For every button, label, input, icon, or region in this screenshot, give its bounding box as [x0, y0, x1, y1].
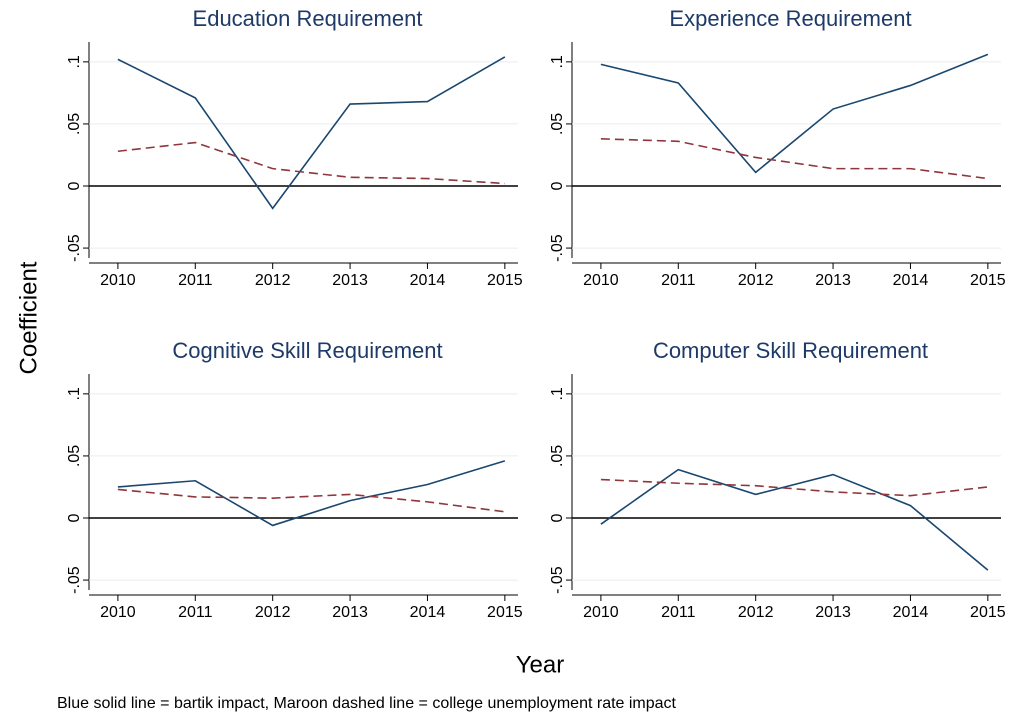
x-tick-label: 2014 — [410, 604, 446, 621]
panel-title: Cognitive Skill Requirement — [172, 338, 442, 363]
x-tick-label: 2011 — [178, 272, 213, 289]
x-tick-label: 2014 — [893, 272, 929, 289]
y-tick-label: .1 — [549, 387, 566, 400]
y-tick-label: -.05 — [66, 234, 83, 262]
series-line — [600, 53, 989, 174]
y-tick-label: .1 — [66, 387, 83, 400]
y-tick-label: .05 — [66, 113, 83, 135]
y-tick-label: 0 — [66, 513, 83, 522]
y-tick-label: .1 — [66, 55, 83, 68]
series-line — [117, 460, 506, 527]
x-tick-label: 2013 — [332, 272, 368, 289]
x-tick-label: 2015 — [970, 604, 1006, 621]
y-tick-label: -.05 — [549, 234, 566, 262]
x-tick-label: 2015 — [487, 272, 523, 289]
y-axis-label: Coefficient — [15, 261, 42, 374]
y-tick-label: .05 — [549, 113, 566, 135]
x-tick-label: 2010 — [100, 604, 136, 621]
x-tick-label: 2013 — [815, 272, 851, 289]
note: Blue solid line = bartik impact, Maroon … — [57, 695, 677, 712]
x-tick-label: 2012 — [738, 604, 774, 621]
y-tick-label: 0 — [66, 181, 83, 190]
y-tick-label: -.05 — [66, 566, 83, 594]
x-tick-label: 2014 — [893, 604, 929, 621]
x-tick-label: 2010 — [583, 272, 619, 289]
x-tick-label: 2010 — [100, 272, 136, 289]
x-tick-label: 2012 — [255, 604, 291, 621]
y-tick-label: .05 — [66, 445, 83, 467]
x-tick-label: 2013 — [815, 604, 851, 621]
series-line — [117, 488, 505, 513]
series-line — [600, 138, 988, 180]
panel-title: Education Requirement — [193, 6, 423, 31]
series-line — [600, 478, 988, 497]
panel-title: Experience Requirement — [669, 6, 911, 31]
x-axis-label: Year — [516, 651, 565, 678]
series-line — [117, 56, 506, 210]
panel-title: Computer Skill Requirement — [653, 338, 928, 363]
y-tick-label: .1 — [549, 55, 566, 68]
x-tick-label: 2011 — [178, 604, 213, 621]
x-tick-label: 2011 — [661, 604, 696, 621]
y-tick-label: 0 — [549, 181, 566, 190]
y-tick-label: -.05 — [549, 566, 566, 594]
x-tick-label: 2012 — [738, 272, 774, 289]
series-line — [600, 468, 989, 571]
x-tick-label: 2015 — [487, 604, 523, 621]
x-tick-label: 2014 — [410, 272, 446, 289]
series-line — [117, 141, 505, 185]
x-tick-label: 2015 — [970, 272, 1006, 289]
x-tick-label: 2011 — [661, 272, 696, 289]
y-tick-label: .05 — [549, 445, 566, 467]
x-tick-label: 2013 — [332, 604, 368, 621]
y-tick-label: 0 — [549, 513, 566, 522]
x-tick-label: 2010 — [583, 604, 619, 621]
x-tick-label: 2012 — [255, 272, 291, 289]
